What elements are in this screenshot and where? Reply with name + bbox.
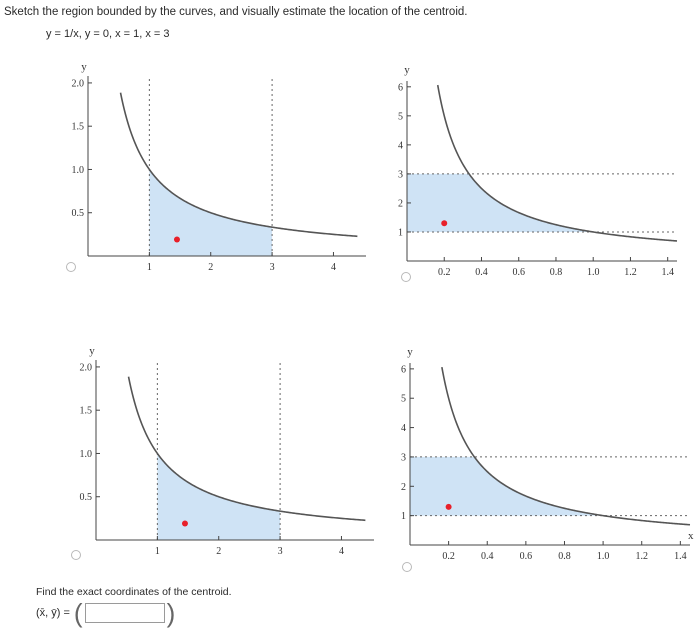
x-tick-label: 1.0 — [587, 267, 600, 278]
y-tick-label: 3 — [401, 452, 406, 463]
y-tick-label: 2 — [398, 198, 403, 209]
curve-1-over-x — [436, 84, 678, 242]
x-tick-label: 3 — [278, 546, 283, 557]
curve-1-over-x — [441, 366, 691, 526]
x-tick-label: 1 — [147, 262, 152, 273]
answer-row: (x̄, ȳ) = ( ) — [36, 598, 176, 628]
y-tick-label: 5 — [401, 394, 406, 405]
x-tick-label: 0.4 — [475, 267, 488, 278]
x-tick-label: 0.4 — [481, 551, 494, 562]
y-tick-label: 6 — [398, 82, 403, 93]
x-tick-label: 1 — [155, 546, 160, 557]
y-tick-label: 1 — [401, 511, 406, 522]
option-b-graph: 0.2 0.4 0.6 0.8 1.0 1.2 1.4 1 2 3 4 5 6y — [398, 64, 678, 278]
y-tick-label: 4 — [401, 423, 406, 434]
y-tick-label: 5 — [398, 111, 403, 122]
x-tick-label: 2 — [216, 546, 221, 557]
y-tick-label: 1 — [398, 227, 403, 238]
x-tick-label: 0.6 — [512, 267, 525, 278]
x-tick-label: 4 — [339, 546, 344, 557]
option-b-plot: 0.2 0.4 0.6 0.8 1.0 1.2 1.4 1 2 3 4 5 6 y — [385, 56, 695, 281]
y-tick-label: 6 — [401, 364, 406, 375]
y-tick-label: 1.5 — [80, 406, 93, 417]
y-tick-label: 3 — [398, 169, 403, 180]
x-tick-label: 0.8 — [550, 267, 563, 278]
x-tick-label: 0.8 — [558, 551, 571, 562]
close-paren: ) — [166, 598, 176, 628]
y-axis-label: y — [407, 346, 413, 358]
answer-prompt: Find the exact coordinates of the centro… — [36, 586, 232, 598]
region-fill — [407, 173, 672, 232]
y-tick-label: 1.5 — [72, 122, 85, 133]
option-d-plot: 0.2 0.4 0.6 0.8 1.0 1.2 1.4 1 2 3 4 5 6 x y — [388, 340, 698, 565]
x-tick-label: 0.2 — [438, 267, 451, 278]
x-tick-label: 2 — [208, 262, 213, 273]
y-tick-label: 2.0 — [72, 78, 85, 89]
option-d-graph: 0.2 0.4 0.6 0.8 1.0 1.2 1.4 1 2 3 4 5 6 x y — [401, 346, 694, 562]
y-axis-label: y — [404, 64, 410, 76]
centroid-dot — [173, 236, 180, 243]
question-equation: y = 1/x, y = 0, x = 1, x = 3 — [46, 28, 170, 40]
centroid-answer-input[interactable] — [84, 603, 165, 623]
x-tick-label: 0.6 — [520, 551, 533, 562]
x-tick-label: 0.2 — [442, 551, 455, 562]
x-tick-label: 1.4 — [661, 267, 674, 278]
open-paren: ( — [73, 598, 83, 628]
y-tick-label: 4 — [398, 140, 403, 151]
centroid-dot — [441, 220, 448, 227]
x-tick-label: 1.4 — [674, 551, 687, 562]
option-b-radio[interactable] — [401, 272, 411, 282]
x-axis-label: x — [688, 530, 694, 542]
y-axis-label: y — [89, 345, 95, 357]
region-fill — [410, 456, 685, 516]
y-tick-label: 0.5 — [80, 492, 93, 503]
curve-1-over-x — [119, 92, 358, 238]
option-d-radio[interactable] — [402, 562, 412, 572]
centroid-dot — [181, 520, 188, 527]
centroid-dot — [445, 503, 452, 510]
x-tick-label: 4 — [331, 262, 336, 273]
y-tick-label: 2.0 — [80, 362, 93, 373]
y-tick-label: 1.0 — [80, 449, 93, 460]
x-tick-label: 1.2 — [624, 267, 637, 278]
y-tick-label: 0.5 — [72, 208, 85, 219]
x-tick-label: 1.0 — [597, 551, 610, 562]
centroid-label: (x̄, ȳ) = — [36, 607, 70, 619]
y-axis-label: y — [81, 61, 87, 73]
y-tick-label: 2 — [401, 482, 406, 493]
option-a-radio[interactable] — [66, 262, 76, 272]
question-prompt: Sketch the region bounded by the curves,… — [4, 6, 468, 18]
curve-1-over-x — [127, 376, 366, 522]
option-c-radio[interactable] — [71, 550, 81, 560]
y-tick-label: 1.0 — [72, 165, 85, 176]
x-tick-label: 3 — [270, 262, 275, 273]
x-tick-label: 1.2 — [635, 551, 648, 562]
